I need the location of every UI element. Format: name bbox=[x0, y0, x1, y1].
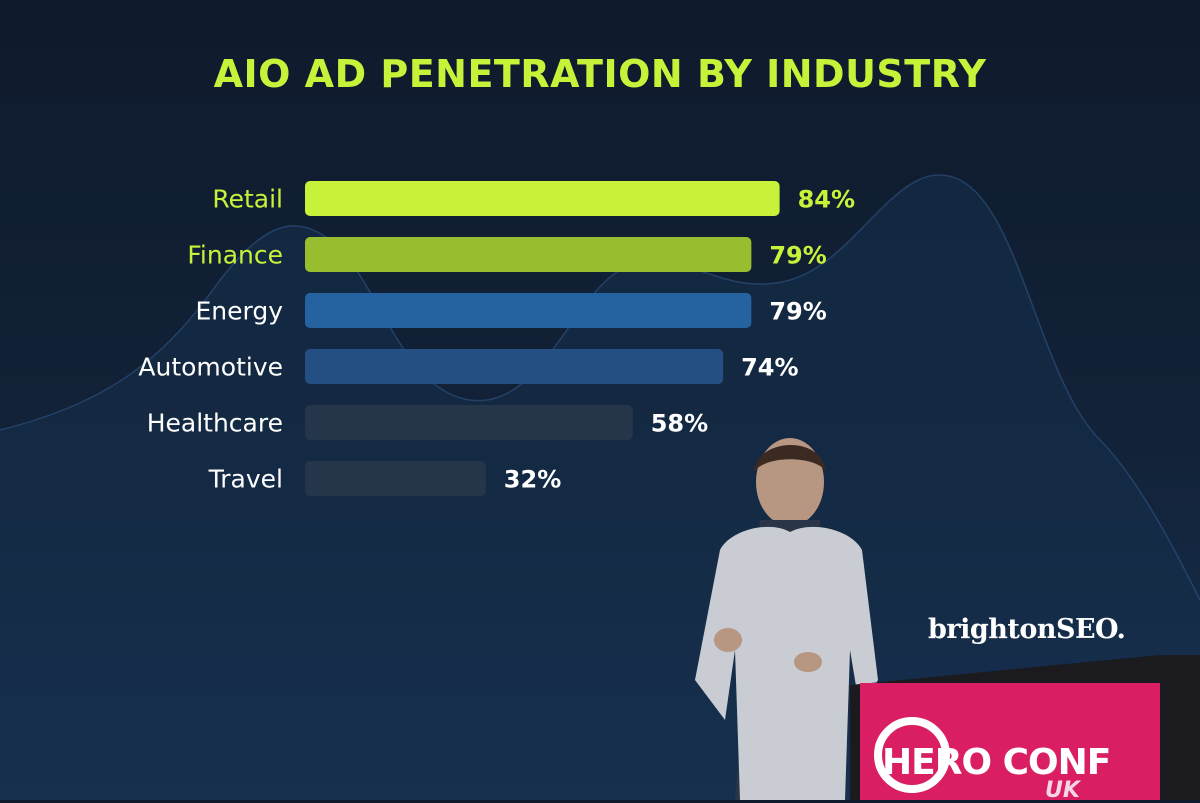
category-label: Automotive bbox=[138, 353, 283, 382]
category-label: Energy bbox=[195, 297, 283, 326]
hero-conf-logo-ring bbox=[874, 717, 950, 793]
value-label: 84% bbox=[798, 186, 855, 214]
value-label: 74% bbox=[741, 354, 798, 382]
bar bbox=[305, 181, 780, 216]
value-label: 58% bbox=[651, 410, 708, 438]
chart-title: AIO AD PENETRATION BY INDUSTRY bbox=[213, 52, 987, 96]
value-label: 32% bbox=[504, 466, 561, 494]
bar bbox=[305, 405, 633, 440]
hero-conf-logo-sub: UK bbox=[1045, 778, 1080, 803]
bar bbox=[305, 237, 752, 272]
value-label: 79% bbox=[769, 242, 826, 270]
hero-conf-logo-text: HERO CONF bbox=[882, 742, 1111, 783]
value-label: 79% bbox=[769, 298, 826, 326]
bar bbox=[305, 349, 724, 384]
category-label: Finance bbox=[187, 241, 283, 270]
category-label: Healthcare bbox=[147, 409, 283, 438]
bar bbox=[305, 461, 486, 496]
podium bbox=[850, 655, 1200, 800]
speaker-photo bbox=[695, 438, 878, 800]
category-label: Travel bbox=[208, 465, 283, 494]
brightonseo-logo: brightonSEO. bbox=[928, 614, 1126, 645]
category-label: Retail bbox=[212, 185, 283, 214]
bar bbox=[305, 293, 752, 328]
